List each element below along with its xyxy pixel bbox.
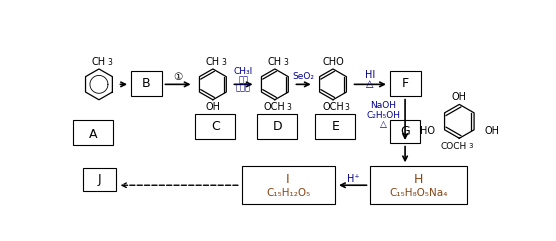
Text: HI: HI (365, 70, 375, 80)
Bar (257, 114, 297, 139)
Text: SeO₂: SeO₂ (292, 72, 315, 81)
Text: 3: 3 (345, 103, 349, 112)
Text: D: D (272, 120, 282, 133)
Text: OCH: OCH (322, 102, 344, 112)
Bar (131, 71, 162, 96)
Text: 3: 3 (107, 58, 112, 67)
Text: △: △ (380, 120, 387, 129)
Text: CH: CH (206, 57, 220, 67)
Text: OCH: OCH (264, 102, 286, 112)
Text: E: E (331, 120, 339, 133)
Bar (83, 168, 116, 191)
Text: C: C (211, 120, 220, 133)
Text: 3: 3 (286, 103, 291, 112)
Text: NaOH: NaOH (370, 101, 396, 110)
Text: COCH: COCH (440, 142, 466, 151)
Text: I: I (286, 173, 290, 186)
Text: 3: 3 (221, 58, 226, 67)
Text: H⁺: H⁺ (347, 174, 360, 184)
Text: F: F (401, 77, 409, 90)
Text: B: B (142, 77, 151, 90)
Text: 3: 3 (284, 58, 288, 67)
Text: CH: CH (268, 57, 282, 67)
Text: OH: OH (484, 126, 499, 135)
Text: CH₃I: CH₃I (234, 67, 253, 76)
Bar (73, 120, 113, 145)
Text: CHO: CHO (322, 57, 344, 67)
Text: ①: ① (173, 73, 182, 82)
Text: C₁₅H₈O₅Na₄: C₁₅H₈O₅Na₄ (389, 188, 448, 198)
Bar (241, 166, 335, 204)
Bar (370, 166, 467, 204)
Text: CH: CH (92, 57, 106, 67)
Text: △: △ (366, 79, 374, 89)
Text: C₂H₅OH: C₂H₅OH (366, 111, 400, 120)
Text: G: G (400, 125, 410, 138)
Text: C₁₅H₁₂O₅: C₁₅H₁₂O₅ (266, 188, 310, 198)
Text: 二甲酯: 二甲酯 (236, 83, 251, 92)
Text: HO: HO (420, 126, 435, 135)
Bar (315, 114, 355, 139)
Text: OH: OH (205, 102, 220, 112)
Text: 硫酸: 硫酸 (238, 75, 248, 84)
Bar (195, 114, 235, 139)
Text: OH: OH (452, 92, 467, 102)
Bar (390, 71, 420, 96)
Text: H: H (414, 173, 423, 186)
Bar (390, 120, 420, 143)
Text: J: J (98, 173, 102, 186)
Text: 3: 3 (468, 143, 473, 149)
Text: A: A (88, 128, 97, 141)
